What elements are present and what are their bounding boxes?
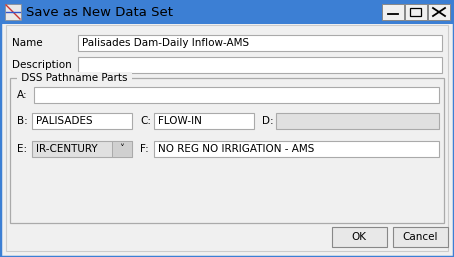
Text: F:: F: (140, 144, 149, 154)
Text: IR-CENTURY: IR-CENTURY (36, 144, 98, 154)
Text: FLOW-IN: FLOW-IN (158, 116, 202, 126)
Text: A:: A: (17, 90, 28, 100)
Bar (5, 4, 21, 20)
Bar (382, 4, 404, 20)
Bar (393, 227, 448, 247)
Text: B:: B: (17, 116, 28, 126)
Bar (10, 78, 444, 223)
Bar (276, 113, 439, 129)
Text: DSS Pathname Parts: DSS Pathname Parts (18, 73, 131, 83)
Bar (154, 141, 439, 157)
Text: Cancel: Cancel (402, 232, 438, 242)
Bar (405, 4, 427, 20)
Bar (78, 57, 442, 73)
Bar (78, 35, 442, 51)
Bar (428, 4, 450, 20)
Bar (6, 25, 448, 251)
Bar (410, 8, 421, 16)
Bar (154, 113, 254, 129)
Bar (0, 0, 454, 24)
Text: Save as New Data Set: Save as New Data Set (26, 5, 173, 19)
Text: ˅: ˅ (119, 144, 124, 154)
Text: OK: OK (351, 232, 366, 242)
Text: Description: Description (12, 60, 72, 70)
Bar (34, 87, 439, 103)
Text: E:: E: (17, 144, 27, 154)
Text: PALISADES: PALISADES (36, 116, 93, 126)
Text: Palisades Dam-Daily Inflow-AMS: Palisades Dam-Daily Inflow-AMS (82, 38, 249, 48)
Text: Name: Name (12, 38, 43, 48)
Text: C:: C: (140, 116, 151, 126)
Bar (32, 113, 132, 129)
Text: NO REG NO IRRIGATION - AMS: NO REG NO IRRIGATION - AMS (158, 144, 314, 154)
Bar (112, 141, 132, 157)
Text: D:: D: (262, 116, 274, 126)
Bar (32, 141, 132, 157)
Bar (332, 227, 387, 247)
